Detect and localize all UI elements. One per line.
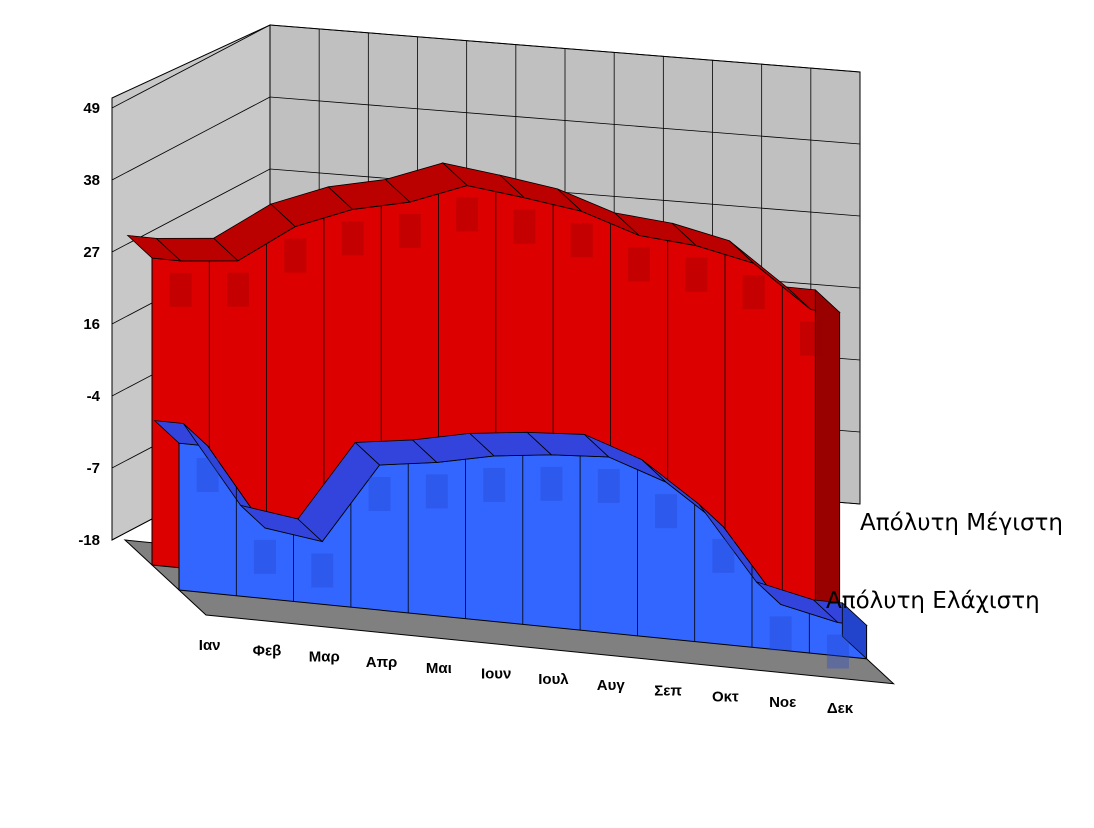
data-point [169, 272, 192, 307]
data-point [196, 457, 219, 492]
y-tick-label: 16 [83, 316, 100, 333]
x-tick-label: Απρ [366, 654, 398, 671]
x-tick-label: Μαρ [309, 648, 340, 665]
h-gridline [269, 96, 861, 145]
data-point [513, 209, 536, 244]
data-point [570, 223, 593, 258]
h-gridline-side [111, 96, 271, 181]
y-tick-label: -18 [78, 532, 100, 549]
data-point [685, 257, 708, 292]
data-point [628, 247, 651, 282]
data-point [284, 238, 307, 273]
data-point [826, 634, 849, 669]
data-point [540, 466, 563, 501]
data-point [769, 616, 792, 651]
y-tick-label: -4 [87, 388, 101, 405]
data-point [341, 221, 364, 256]
data-point [597, 468, 620, 503]
data-point [398, 213, 421, 248]
data-point [311, 553, 334, 588]
data-point [655, 494, 678, 529]
y-tick-label: 38 [83, 172, 100, 189]
legend-entry-max: Απόλυτη Μέγιστη [860, 510, 1063, 536]
x-tick-label: Μαι [426, 660, 452, 677]
data-point [425, 474, 448, 509]
x-tick-label: Σεπ [654, 683, 682, 700]
x-axis-ticks: Ιαν Φεβ Μαρ Απρ Μαι Ιουν Ιουλ Αυγ Σεπ Οκτ Νοε Δεκ [199, 637, 854, 717]
y-axis-ticks: 49 38 27 16 -4 -7 -18 [78, 100, 100, 549]
data-point [483, 467, 506, 502]
data-point [226, 272, 249, 307]
data-point [712, 538, 735, 573]
h-gridline-side [111, 24, 271, 109]
data-point [456, 197, 479, 232]
series-labels: Απόλυτη Μέγιστη Απόλυτη Ελάχιστη [826, 510, 1063, 614]
x-tick-label: Δεκ [827, 700, 854, 717]
x-tick-label: Ιουν [481, 666, 511, 683]
data-point [368, 476, 391, 511]
series-min-area [153, 420, 868, 669]
y-tick-label: -7 [87, 460, 100, 477]
data-point [742, 275, 765, 310]
x-tick-label: Ιουλ [538, 671, 569, 688]
data-point [253, 539, 276, 574]
x-tick-label: Ιαν [199, 637, 221, 654]
x-tick-label: Οκτ [712, 688, 739, 705]
x-tick-label: Φεβ [253, 643, 282, 660]
x-tick-label: Νοε [769, 694, 796, 711]
legend-entry-min: Απόλυτη Ελάχιστη [826, 588, 1040, 614]
data-point [799, 321, 822, 356]
x-tick-label: Αυγ [597, 677, 626, 694]
y-tick-label: 27 [83, 244, 100, 261]
h-gridline [269, 24, 861, 73]
y-tick-label: 49 [83, 100, 100, 117]
